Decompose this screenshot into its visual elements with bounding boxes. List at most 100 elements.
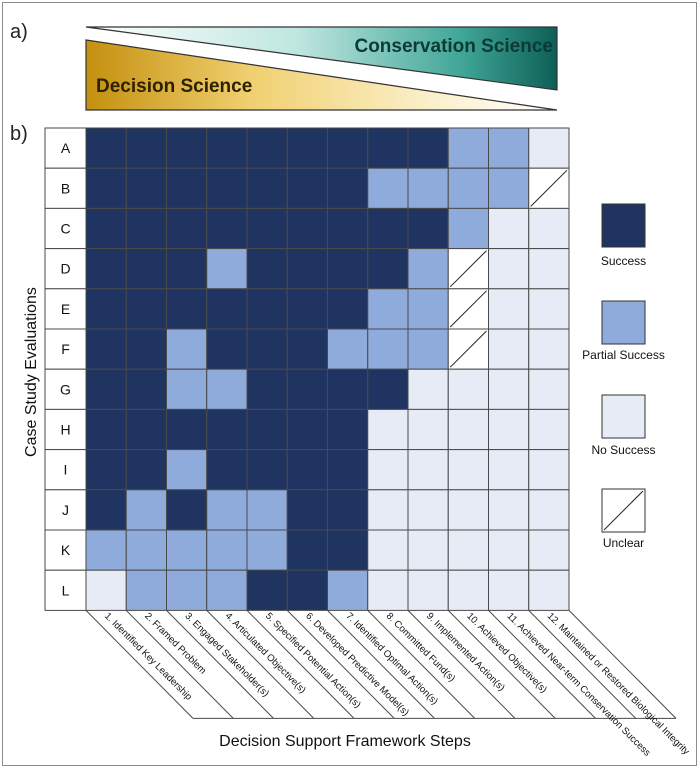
heatmap-cell	[528, 248, 570, 290]
heatmap-cell	[125, 127, 167, 169]
heatmap-cell	[206, 328, 248, 370]
heatmap-cell	[488, 529, 530, 571]
heatmap-cell	[85, 328, 127, 370]
heatmap-cell	[488, 408, 530, 451]
heatmap-cell	[407, 489, 449, 531]
column-label-divider	[407, 610, 516, 719]
heatmap-cell	[246, 207, 288, 250]
heatmap-cell	[528, 569, 570, 611]
heatmap-cell	[528, 408, 570, 451]
heatmap-cell	[327, 408, 369, 451]
heatmap-cell	[125, 288, 167, 330]
column-label-divider	[166, 610, 274, 719]
heatmap-cell	[206, 529, 248, 571]
heatmap-cell	[166, 489, 208, 531]
heatmap-cell	[85, 408, 127, 451]
heatmap-cell	[125, 408, 167, 451]
legend-label: Success	[601, 254, 646, 268]
heatmap-cell	[367, 248, 409, 290]
unclear-diagonal	[449, 330, 487, 368]
heatmap-cell	[85, 127, 127, 169]
heatmap-cell	[286, 569, 328, 611]
heatmap-cell	[327, 449, 369, 491]
heatmap-cell	[206, 569, 248, 611]
heatmap-cell	[367, 207, 409, 250]
heatmap-cell	[488, 328, 530, 370]
heatmap-cell	[125, 207, 167, 250]
row-label-box	[44, 288, 87, 330]
heatmap-cell	[166, 167, 208, 209]
heatmap-cell	[166, 569, 208, 611]
row-label: J	[62, 502, 69, 518]
legend-swatch	[601, 300, 646, 345]
heatmap-cell	[125, 489, 167, 531]
heatmap-cell	[85, 489, 127, 531]
row-labels: A B C D E F G H I J K L	[44, 127, 87, 611]
science-banner: Conservation Science Decision Science	[85, 26, 558, 111]
unclear-diagonal	[530, 169, 568, 207]
heatmap-cell	[447, 449, 489, 491]
heatmap-cell	[407, 408, 449, 451]
heatmap-cell	[206, 489, 248, 531]
heatmap-cell	[407, 167, 449, 209]
heatmap-cell	[286, 127, 328, 169]
row-label: L	[62, 582, 70, 598]
y-axis-label: Case Study Evaluations	[23, 287, 40, 457]
heatmap-cell	[125, 328, 167, 370]
legend-label: No Success	[591, 443, 655, 457]
heatmap-cell	[367, 167, 409, 209]
heatmap-cell	[286, 529, 328, 571]
heatmap-cell	[488, 207, 530, 250]
column-label-divider	[85, 610, 194, 719]
heatmap-cell	[246, 569, 288, 611]
heatmap-cell	[206, 288, 248, 330]
row-label: K	[61, 542, 71, 558]
row-label: E	[61, 301, 70, 317]
heatmap-cell	[447, 489, 489, 531]
heatmap-cell	[447, 368, 489, 410]
row-label: B	[61, 180, 70, 196]
column-label: 8. Committed Fund(s)	[384, 611, 457, 684]
heatmap-cell	[367, 368, 409, 410]
heatmap-cell	[528, 288, 570, 330]
heatmap-cell	[327, 489, 369, 531]
heatmap-cell	[166, 207, 208, 250]
heatmap-cell	[407, 248, 449, 290]
heatmap-cell	[447, 127, 489, 169]
column-label-divider	[488, 610, 596, 719]
heatmap-cell	[246, 489, 288, 531]
row-label-box	[44, 489, 87, 531]
legend-swatch	[601, 203, 646, 248]
row-label: D	[60, 261, 70, 277]
heatmap-cell	[85, 167, 127, 209]
heatmap-cell	[327, 368, 369, 410]
column-label-divider	[568, 610, 677, 719]
decision-science-label: Decision Science	[96, 76, 252, 97]
heatmap-cell	[327, 288, 369, 330]
heatmap-cell	[85, 288, 127, 330]
heatmap-cell	[85, 529, 127, 571]
legend-unclear-diagonal	[603, 490, 644, 531]
row-label: I	[64, 462, 68, 478]
heatmap-cell	[488, 368, 530, 410]
conservation-science-wedge	[85, 26, 558, 91]
heatmap-cell	[528, 449, 570, 491]
heatmap-cell	[286, 248, 328, 290]
heatmap-cell	[246, 167, 288, 209]
panel-a-label: a)	[10, 21, 28, 43]
heatmap-cell	[407, 288, 449, 330]
column-label: 12. Maintained or Restored Biological In…	[545, 611, 692, 758]
heatmap-cell	[367, 127, 409, 169]
column-label: 11. Achieved Near-term Conservation Succ…	[505, 611, 653, 759]
row-label: C	[60, 221, 70, 237]
heatmap-cell	[407, 207, 449, 250]
heatmap-cell	[206, 408, 248, 451]
column-label-divider	[246, 610, 355, 719]
heatmap-cell	[447, 207, 489, 250]
heatmap-cell	[246, 368, 288, 410]
conservation-science-label: Conservation Science	[354, 36, 553, 57]
heatmap-cell	[125, 167, 167, 209]
heatmap-cell	[246, 408, 288, 451]
heatmap-cell	[447, 167, 489, 209]
heatmap-cell	[85, 207, 127, 250]
